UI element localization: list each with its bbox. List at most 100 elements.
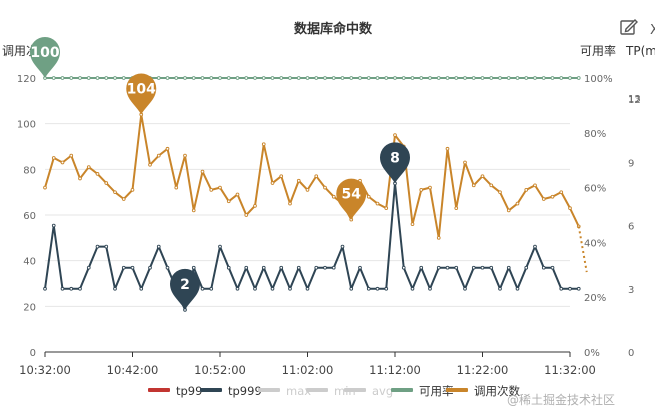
- series-point: [148, 265, 152, 270]
- close-icon[interactable]: X: [650, 23, 655, 38]
- legend-item-tp99[interactable]: tp99: [148, 384, 202, 398]
- legend-swatch: [258, 388, 280, 392]
- series-point: [428, 76, 432, 80]
- series-point: [261, 76, 266, 80]
- series-point: [419, 76, 424, 80]
- series-point: [541, 197, 546, 201]
- series-line-调用次数: [44, 113, 580, 239]
- y-right-axis-name: 可用率: [580, 43, 616, 58]
- series-point: [419, 188, 424, 192]
- y-tp-tick-label: 0: [628, 348, 634, 359]
- series-point: [384, 286, 389, 291]
- marker-pin-shape: [380, 142, 410, 184]
- series-point: [533, 244, 537, 249]
- series-point: [384, 206, 389, 210]
- series-point: [226, 199, 231, 204]
- series-point: [480, 76, 485, 80]
- series-point: [550, 194, 555, 199]
- series-point: [533, 183, 537, 188]
- legend-item-调用次数[interactable]: 调用次数: [446, 384, 520, 398]
- series-point: [323, 76, 327, 80]
- series-point: [576, 76, 581, 80]
- series-point: [95, 244, 100, 249]
- series-point: [349, 76, 354, 80]
- series-point: [340, 76, 345, 80]
- series-point: [253, 76, 257, 80]
- series-point: [209, 286, 214, 291]
- marker-pin-label: 8: [390, 150, 400, 166]
- series-point: [156, 76, 161, 80]
- series-point: [323, 185, 327, 190]
- marker-pin: 104: [126, 73, 157, 115]
- series-point: [139, 286, 144, 291]
- x-tick-label: 11:32:00: [544, 363, 596, 377]
- legend-label: tp99: [176, 384, 202, 398]
- series-point: [218, 244, 222, 249]
- series-point: [69, 286, 74, 291]
- marker-pin-label: 54: [342, 187, 362, 203]
- series-point: [489, 265, 494, 270]
- y-right-tick-label: 100%: [584, 74, 613, 85]
- series-point: [218, 76, 222, 80]
- series-point: [533, 76, 537, 80]
- legend-item-可用率[interactable]: 可用率: [391, 384, 454, 398]
- series-point: [559, 286, 564, 291]
- y-left-tick-label: 0: [30, 348, 36, 359]
- series-point: [78, 76, 82, 80]
- series-point: [279, 265, 284, 270]
- marker-pin-shape: [30, 37, 60, 78]
- series-point: [191, 208, 196, 213]
- series-point: [95, 76, 100, 80]
- series-point: [498, 190, 502, 195]
- y-tp-tick-label: 13: [628, 94, 641, 105]
- series-point: [524, 188, 529, 192]
- marker-pin-shape: [126, 73, 157, 115]
- series-point: [253, 204, 257, 208]
- series-point: [86, 165, 91, 169]
- y-left-tick-label: 100: [17, 120, 36, 131]
- series-point: [375, 286, 380, 291]
- marker-pin-label: 104: [127, 82, 156, 98]
- series-point: [550, 265, 555, 270]
- series-point: [393, 133, 397, 137]
- series-point: [200, 169, 205, 174]
- marker-pin-shape: [170, 268, 200, 310]
- series-point: [454, 76, 459, 80]
- series-line-tp999: [44, 182, 579, 311]
- series-point: [183, 76, 187, 80]
- series-point: [279, 76, 284, 80]
- edit-icon[interactable]: [620, 19, 638, 35]
- series-point: [480, 265, 485, 270]
- series-point: [559, 76, 564, 80]
- series-point: [366, 76, 371, 80]
- marker-pin-shape: [336, 178, 367, 220]
- series-point: [235, 192, 240, 197]
- marker-pin: 54: [336, 178, 367, 220]
- series-point: [86, 76, 91, 80]
- y-right-tick-label: 60%: [584, 184, 606, 195]
- series-point: [410, 76, 415, 80]
- series-point: [445, 76, 450, 80]
- series-point: [121, 197, 126, 201]
- series-point: [384, 76, 389, 80]
- series-point: [454, 206, 459, 210]
- legend-item-avg[interactable]: avg: [344, 384, 393, 398]
- legend-item-tp999[interactable]: tp999: [200, 384, 262, 398]
- series-point: [436, 265, 441, 270]
- series-point: [86, 265, 91, 270]
- y-right-tick-label: 0%: [584, 348, 600, 359]
- series-point: [69, 153, 74, 158]
- y-tp-tick-label: 3: [628, 285, 634, 296]
- series-point: [305, 286, 310, 291]
- series-point: [253, 286, 257, 291]
- series-point: [463, 286, 467, 291]
- series-point: [541, 265, 546, 270]
- series-point: [43, 185, 47, 190]
- series-point: [331, 194, 336, 199]
- legend-item-max[interactable]: max: [258, 384, 311, 398]
- series-point: [104, 181, 109, 185]
- series-point: [51, 76, 56, 80]
- series-point: [375, 76, 380, 80]
- y-right-tick-label: 20%: [584, 293, 606, 304]
